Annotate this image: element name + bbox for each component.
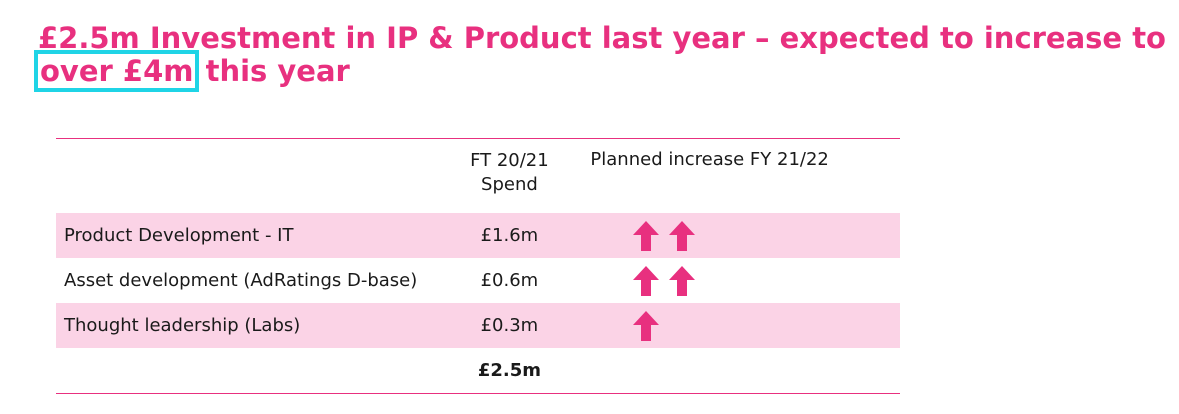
- table-row: Asset development (AdRatings D-base) £0.…: [56, 258, 900, 303]
- total-spend: £2.5m: [448, 348, 571, 394]
- table-total-row: £2.5m: [56, 348, 900, 394]
- row-planned: [570, 258, 900, 303]
- header-spend-line-1: FT 20/21: [470, 150, 549, 171]
- row-label: Product Development - IT: [56, 213, 449, 258]
- header-spend-line-2: Spend: [481, 174, 538, 195]
- header-cell-planned: Planned increase FY 21/22: [570, 138, 900, 213]
- page-title: £2.5m Investment in IP & Product last ye…: [33, 21, 1168, 92]
- up-arrow-icon: [632, 265, 660, 297]
- table-header-row: FT 20/21 Spend Planned increase FY 21/22: [56, 138, 900, 213]
- row-spend: £0.3m: [448, 303, 571, 348]
- total-planned: [570, 348, 900, 394]
- header-cell-label: [56, 138, 449, 213]
- title-highlight: over £4m: [33, 50, 200, 92]
- row-spend: £0.6m: [480, 270, 539, 291]
- table-row: Product Development - IT £1.6m: [56, 213, 900, 258]
- table-row: Thought leadership (Labs) £0.3m: [56, 303, 900, 348]
- row-planned: [570, 213, 900, 258]
- title-part-2: this year: [205, 54, 350, 88]
- up-arrow-icon: [668, 220, 696, 252]
- up-arrow-icon: [632, 310, 660, 342]
- total-label: [56, 348, 449, 394]
- row-label: Asset development (AdRatings D-base): [64, 270, 418, 291]
- up-arrow-icon: [668, 265, 696, 297]
- title-part-1: £2.5m Investment in IP & Product last ye…: [38, 21, 1166, 55]
- row-label: Thought leadership (Labs): [56, 303, 449, 348]
- header-cell-spend: FT 20/21 Spend: [448, 138, 571, 213]
- row-spend: £1.6m: [448, 213, 571, 258]
- row-planned: [570, 303, 900, 348]
- investment-table: FT 20/21 Spend Planned increase FY 21/22…: [56, 138, 900, 394]
- up-arrow-icon: [632, 220, 660, 252]
